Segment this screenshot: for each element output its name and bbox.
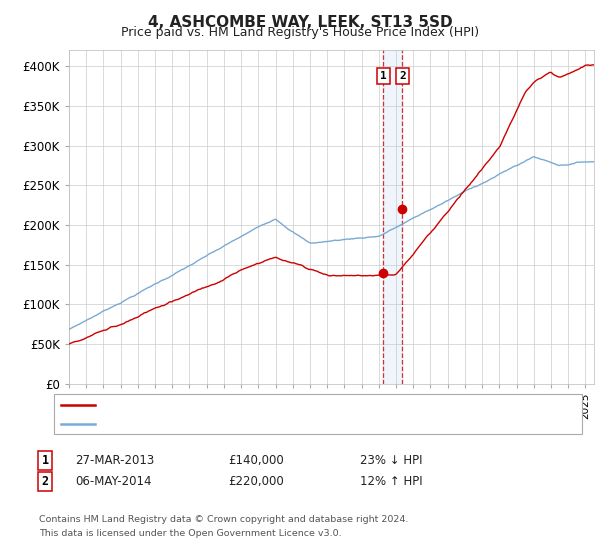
Text: Price paid vs. HM Land Registry's House Price Index (HPI): Price paid vs. HM Land Registry's House … [121, 26, 479, 39]
Text: This data is licensed under the Open Government Licence v3.0.: This data is licensed under the Open Gov… [39, 529, 341, 538]
Text: 4, ASHCOMBE WAY, LEEK, ST13 5SD: 4, ASHCOMBE WAY, LEEK, ST13 5SD [148, 15, 452, 30]
Text: 12% ↑ HPI: 12% ↑ HPI [360, 475, 422, 488]
Text: 1: 1 [380, 71, 386, 81]
Text: 1: 1 [41, 454, 49, 467]
Text: 2: 2 [399, 71, 406, 81]
Text: £220,000: £220,000 [228, 475, 284, 488]
Text: 4, ASHCOMBE WAY, LEEK, ST13 5SD (detached house): 4, ASHCOMBE WAY, LEEK, ST13 5SD (detache… [101, 400, 398, 410]
Text: £140,000: £140,000 [228, 454, 284, 467]
Text: 2: 2 [41, 475, 49, 488]
Text: HPI: Average price, detached house, Staffordshire Moorlands: HPI: Average price, detached house, Staf… [101, 418, 434, 428]
Text: 27-MAR-2013: 27-MAR-2013 [75, 454, 154, 467]
Text: Contains HM Land Registry data © Crown copyright and database right 2024.: Contains HM Land Registry data © Crown c… [39, 515, 409, 524]
Text: 23% ↓ HPI: 23% ↓ HPI [360, 454, 422, 467]
Text: 06-MAY-2014: 06-MAY-2014 [75, 475, 151, 488]
Bar [383, 50, 403, 384]
